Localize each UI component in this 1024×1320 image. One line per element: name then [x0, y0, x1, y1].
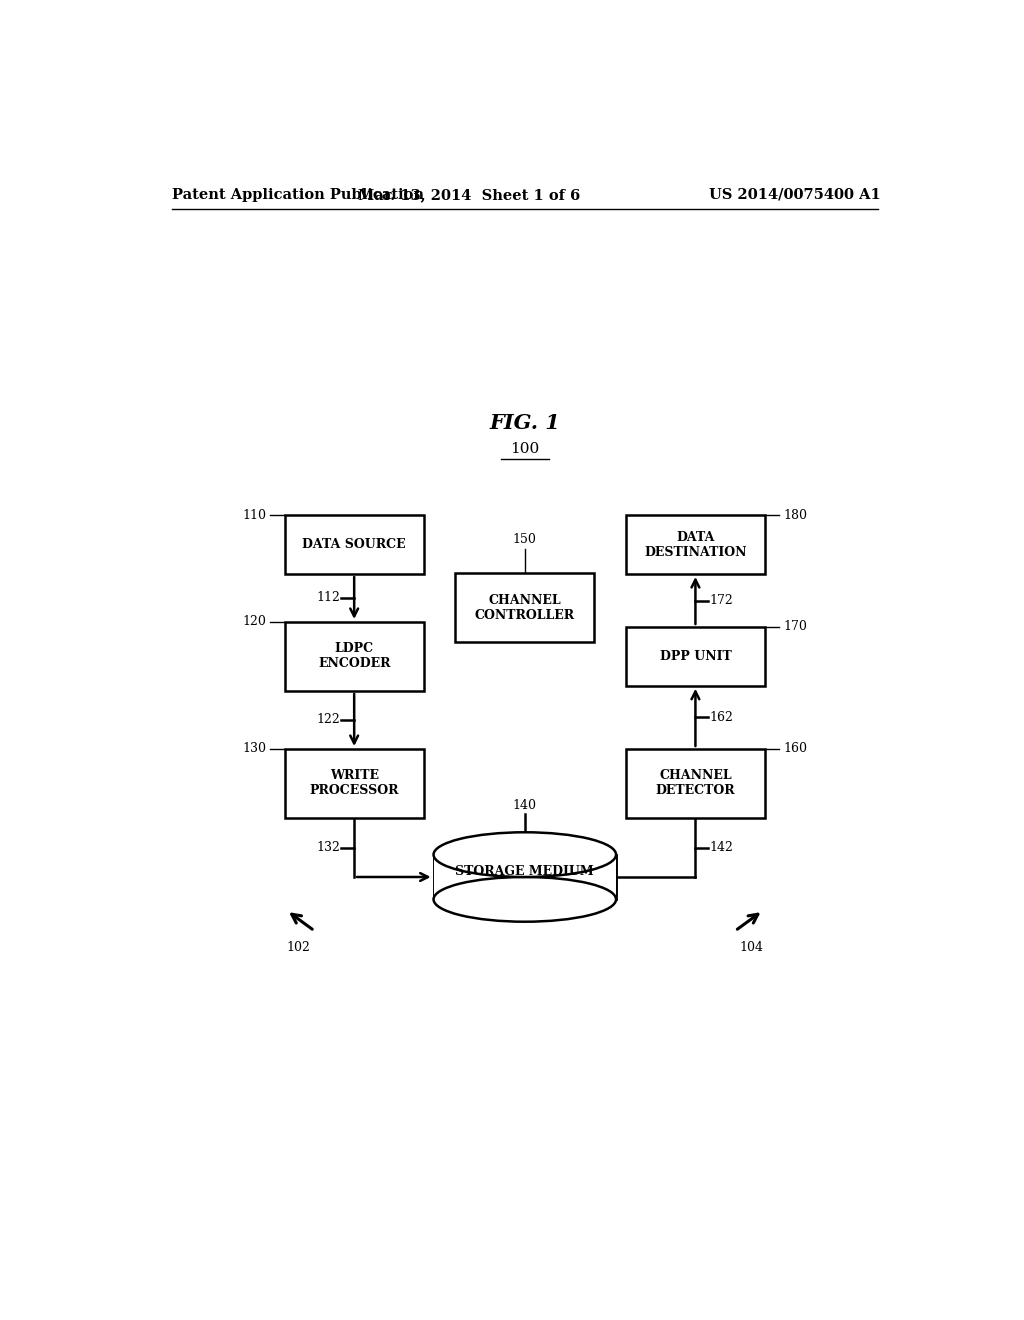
Text: 142: 142 — [710, 841, 733, 854]
Text: FIG. 1: FIG. 1 — [489, 413, 560, 433]
Text: 112: 112 — [316, 591, 340, 605]
Bar — [626, 515, 765, 574]
Bar — [433, 854, 616, 899]
Text: 160: 160 — [783, 742, 807, 755]
Text: 180: 180 — [783, 508, 807, 521]
Text: LDPC
ENCODER: LDPC ENCODER — [317, 643, 390, 671]
Bar — [285, 748, 424, 818]
Text: 100: 100 — [510, 442, 540, 457]
Text: 104: 104 — [739, 941, 763, 954]
Text: DATA SOURCE: DATA SOURCE — [302, 539, 406, 552]
Text: 150: 150 — [513, 533, 537, 545]
Text: WRITE
PROCESSOR: WRITE PROCESSOR — [309, 770, 399, 797]
Text: 162: 162 — [710, 711, 733, 723]
Text: DPP UNIT: DPP UNIT — [659, 649, 731, 663]
Text: 130: 130 — [243, 742, 266, 755]
Text: 102: 102 — [287, 941, 310, 954]
Text: Patent Application Publication: Patent Application Publication — [172, 187, 424, 202]
Text: 172: 172 — [710, 594, 733, 607]
Text: 170: 170 — [783, 620, 807, 634]
Text: 122: 122 — [316, 714, 340, 726]
Text: 140: 140 — [513, 799, 537, 812]
Bar — [285, 622, 424, 690]
Text: US 2014/0075400 A1: US 2014/0075400 A1 — [709, 187, 881, 202]
Text: Mar. 13, 2014  Sheet 1 of 6: Mar. 13, 2014 Sheet 1 of 6 — [358, 187, 581, 202]
Text: STORAGE MEDIUM: STORAGE MEDIUM — [456, 866, 594, 878]
Ellipse shape — [433, 876, 616, 921]
Text: 110: 110 — [243, 508, 266, 521]
Text: CHANNEL
CONTROLLER: CHANNEL CONTROLLER — [475, 594, 574, 622]
Bar — [626, 748, 765, 818]
Bar — [456, 573, 594, 643]
Text: 120: 120 — [243, 615, 266, 628]
Bar — [626, 627, 765, 686]
Text: 132: 132 — [316, 841, 340, 854]
Text: CHANNEL
DETECTOR: CHANNEL DETECTOR — [655, 770, 735, 797]
Text: DATA
DESTINATION: DATA DESTINATION — [644, 531, 746, 558]
Ellipse shape — [433, 833, 616, 876]
Bar — [285, 515, 424, 574]
